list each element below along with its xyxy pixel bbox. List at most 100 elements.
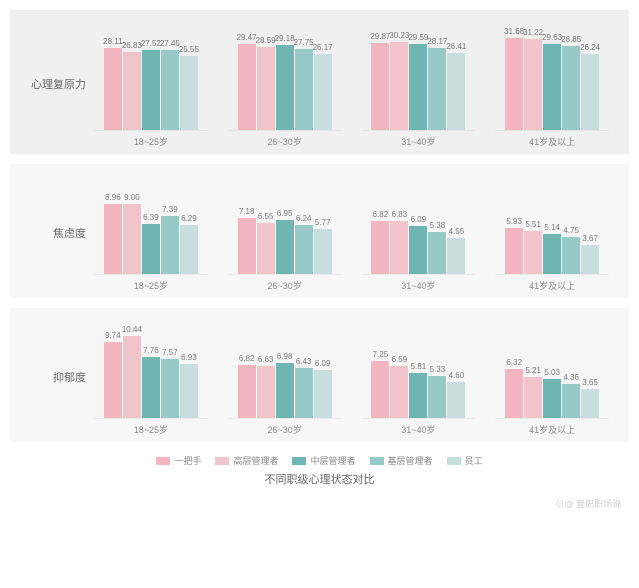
bar-value-label: 5.77 — [315, 218, 331, 227]
group-label: 41岁及以上 — [529, 423, 575, 436]
bar-rect — [428, 232, 446, 274]
legend-label: 一把手 — [174, 454, 201, 467]
bar-rect — [238, 218, 256, 274]
group-label: 18~25岁 — [134, 135, 168, 148]
bar-value-label: 26.83 — [122, 41, 142, 50]
group-label: 18~25岁 — [134, 423, 168, 436]
bar-rect — [562, 237, 580, 274]
bar: 9.00 — [123, 193, 141, 274]
bar-rect — [123, 336, 141, 418]
age-group: 28.1126.8327.5227.4525.5518~25岁 — [94, 20, 208, 148]
bar: 8.96 — [104, 193, 122, 274]
age-group: 6.826.836.095.384.5531~40岁 — [362, 174, 476, 292]
bar: 29.47 — [238, 33, 256, 130]
group-label: 26~30岁 — [267, 423, 301, 436]
bar-rect — [295, 49, 313, 130]
bar: 7.39 — [161, 205, 179, 274]
bar-value-label: 27.75 — [294, 38, 314, 47]
bar: 6.63 — [257, 355, 275, 418]
panel-label: 抑郁度 — [30, 369, 94, 385]
bar-value-label: 6.93 — [181, 353, 197, 362]
bar: 27.45 — [161, 39, 179, 130]
bar-rect — [409, 373, 427, 418]
bar-rect — [524, 231, 542, 274]
bar: 6.39 — [142, 213, 160, 274]
bar-rect — [180, 225, 198, 274]
bar: 26.24 — [581, 43, 599, 130]
bar: 6.59 — [390, 355, 408, 418]
bar: 5.14 — [543, 223, 561, 274]
bar-value-label: 4.36 — [563, 373, 579, 382]
bar-value-label: 27.45 — [160, 39, 180, 48]
bar-value-label: 5.93 — [506, 217, 522, 226]
bar: 5.51 — [524, 220, 542, 274]
bar-rect — [371, 361, 389, 418]
bar: 9.74 — [104, 331, 122, 418]
bar-value-label: 10.44 — [122, 325, 142, 334]
bar-rect — [161, 216, 179, 274]
bar: 6.82 — [371, 210, 389, 274]
bar-value-label: 6.24 — [296, 214, 312, 223]
age-group: 6.325.215.034.363.6541岁及以上 — [495, 318, 609, 436]
bar-value-label: 28.17 — [427, 37, 447, 46]
bar-value-label: 28.59 — [256, 36, 276, 45]
panel-label: 心理复原力 — [30, 76, 94, 92]
bar: 5.03 — [543, 368, 561, 418]
bar-value-label: 31.68 — [504, 27, 524, 36]
bar: 6.98 — [276, 352, 294, 418]
bar-rect — [428, 376, 446, 418]
bar: 7.76 — [142, 346, 160, 418]
bar-value-label: 4.75 — [563, 226, 579, 235]
bar-value-label: 6.09 — [315, 359, 331, 368]
age-group: 8.969.006.397.396.29 18~25岁 — [94, 174, 208, 292]
bar-rect — [447, 53, 465, 130]
bar: 27.75 — [295, 38, 313, 130]
bar-rect — [180, 56, 198, 130]
bar-value-label: 26.41 — [446, 42, 466, 51]
group-label: 31~40岁 — [401, 423, 435, 436]
bar-value-label: 26.24 — [580, 43, 600, 52]
bar-value-label: 3.65 — [582, 378, 598, 387]
bar: 6.55 — [257, 212, 275, 274]
bar-rect — [142, 357, 160, 418]
bar-rect — [562, 46, 580, 130]
bar: 5.77 — [314, 218, 332, 274]
bar-rect — [428, 48, 446, 130]
bar-rect — [276, 45, 294, 130]
bar-rect — [314, 370, 332, 418]
bar-value-label: 6.09 — [411, 215, 427, 224]
bar-rect — [104, 48, 122, 130]
bar-value-label: 28.11 — [103, 37, 122, 46]
legend-swatch — [215, 457, 229, 465]
bar: 6.82 — [238, 354, 256, 418]
bar-value-label: 6.29 — [181, 214, 197, 223]
bar-rect — [123, 52, 141, 130]
group-label: 18~25岁 — [134, 279, 168, 292]
bar-value-label: 6.43 — [296, 357, 312, 366]
bar-value-label: 29.18 — [275, 34, 295, 43]
group-label: 41岁及以上 — [529, 135, 575, 148]
bar: 6.09 — [409, 215, 427, 274]
panel-2: 抑郁度9.7410.447.767.576.9318~25岁6.826.636.… — [10, 308, 629, 442]
bar-rect — [562, 384, 580, 418]
bar: 7.18 — [238, 207, 256, 274]
bar: 28.17 — [428, 37, 446, 130]
bar-rect — [142, 224, 160, 274]
watermark: ⊙@ 壹职职场说 — [0, 497, 639, 516]
bar: 29.63 — [543, 33, 561, 130]
bar-rect — [371, 43, 389, 130]
bar-rect — [390, 42, 408, 130]
bar-rect — [123, 204, 141, 274]
bar: 4.36 — [562, 373, 580, 418]
bar: 29.59 — [409, 33, 427, 130]
bar: 28.11 — [104, 37, 122, 130]
bar-value-label: 31.22 — [523, 28, 543, 37]
bar-rect — [104, 342, 122, 418]
bar: 26.17 — [314, 43, 332, 130]
bar: 5.33 — [428, 365, 446, 418]
bar: 29.18 — [276, 34, 294, 130]
group-label: 41岁及以上 — [529, 279, 575, 292]
age-group: 6.826.636.986.436.09 26~30岁 — [228, 318, 342, 436]
bar-value-label: 29.63 — [542, 33, 562, 42]
bar: 6.43 — [295, 357, 313, 418]
